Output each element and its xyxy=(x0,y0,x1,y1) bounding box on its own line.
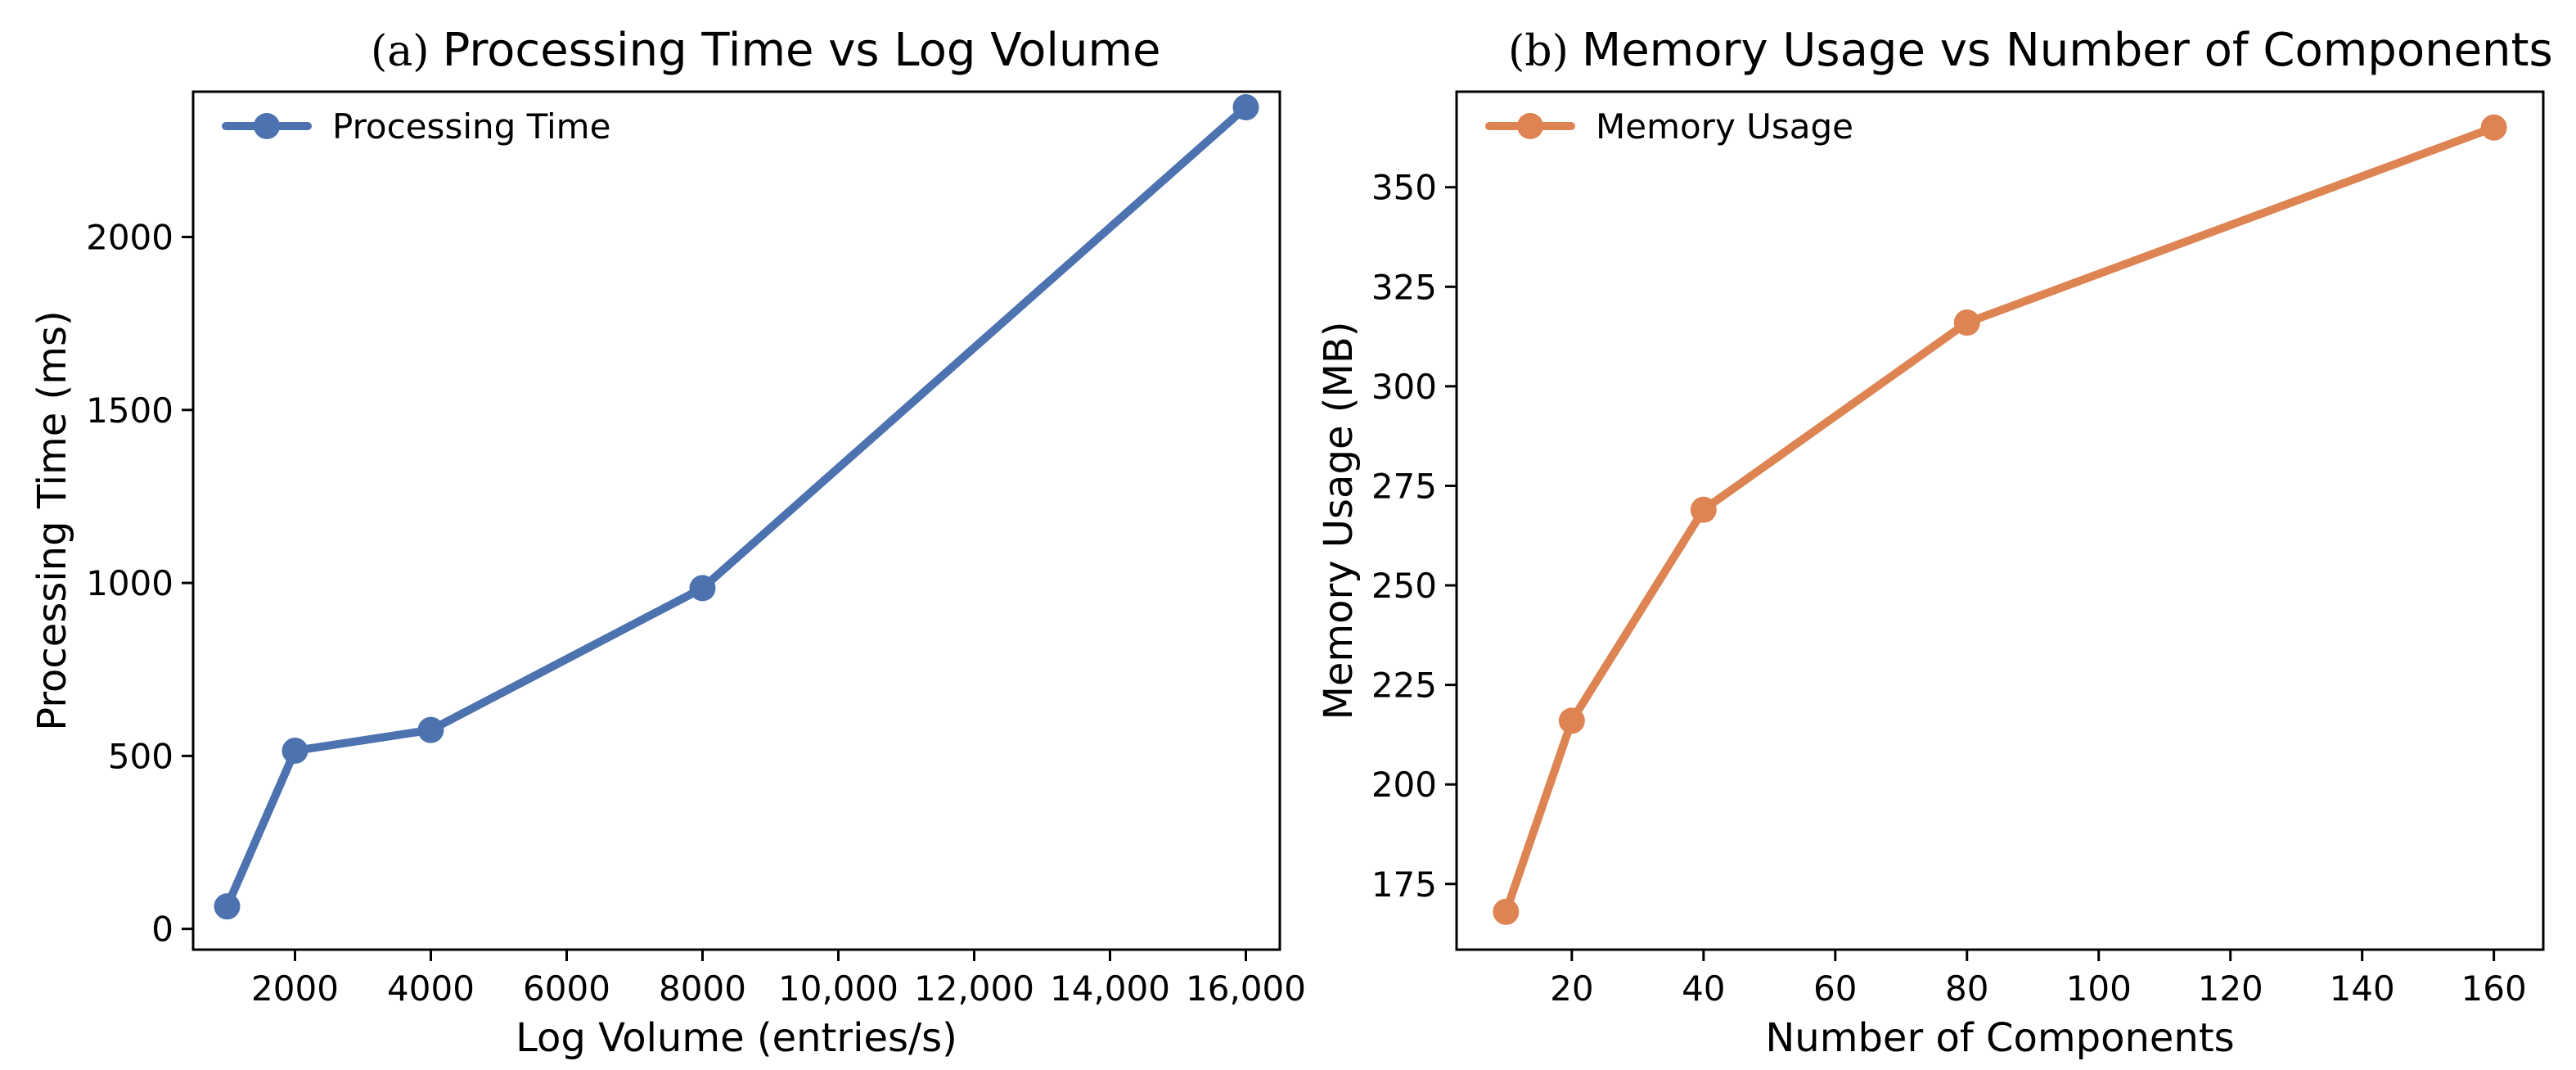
y-axis-label: Memory Usage (MB) xyxy=(1316,321,1362,720)
x-tick-label: 4000 xyxy=(387,968,475,1009)
data-point xyxy=(281,738,308,765)
title-text: Memory Usage vs Number of Components xyxy=(1582,24,2553,77)
x-tick-label: 80 xyxy=(1945,968,1988,1009)
title-text: Processing Time vs Log Volume xyxy=(443,24,1161,77)
panel-b: 20 40 60 80 100 120 140 160 175 200 225 250 275 300 32… xyxy=(1316,24,2553,1061)
x-tick-label: 8000 xyxy=(659,968,746,1009)
data-point xyxy=(1690,496,1717,523)
panel-letter: (b) xyxy=(1508,27,1569,76)
y-tick-label: 2000 xyxy=(86,217,173,257)
series-line xyxy=(223,103,1250,911)
chart-title: (a) Processing Time vs Log Volume xyxy=(371,24,1160,77)
panel-a: 2000 4000 6000 8000 10,000 12,000 14,000 16,000… xyxy=(29,24,1306,1061)
x-tick-label: 2000 xyxy=(251,968,339,1009)
y-tick-label: 225 xyxy=(1371,666,1437,706)
legend: Memory Usage xyxy=(1485,106,1853,147)
y-tick-label: 325 xyxy=(1371,267,1437,307)
chart-title: (b) Memory Usage vs Number of Components xyxy=(1508,24,2553,77)
data-point xyxy=(1493,898,1520,925)
x-tick-label: 100 xyxy=(2066,968,2132,1009)
data-point xyxy=(1953,309,1980,336)
panel-letter: (a) xyxy=(371,27,430,76)
x-axis-label: Log Volume (entries/s) xyxy=(516,1015,957,1061)
legend-label: Memory Usage xyxy=(1596,106,1853,147)
y-tick-label: 300 xyxy=(1371,367,1437,407)
plot-frame xyxy=(1455,90,2545,951)
x-tick-label: 40 xyxy=(1682,968,1725,1009)
x-axis-label: Number of Components xyxy=(1765,1015,2234,1061)
y-tick-label: 250 xyxy=(1371,566,1437,606)
y-tick-label: 0 xyxy=(151,910,173,950)
legend-marker xyxy=(1517,113,1543,139)
data-point xyxy=(2480,114,2507,141)
x-tick-label: 120 xyxy=(2198,968,2263,1009)
x-tick-label: 16,000 xyxy=(1186,968,1306,1009)
x-tick-label: 12,000 xyxy=(914,968,1034,1009)
legend-label: Processing Time xyxy=(332,106,610,147)
y-tick-label: 175 xyxy=(1371,865,1437,905)
series-line xyxy=(1502,123,2498,916)
x-tick-label: 140 xyxy=(2330,968,2395,1009)
x-tick-label: 60 xyxy=(1813,968,1857,1009)
legend-marker xyxy=(254,113,280,139)
plot-frame xyxy=(191,90,1281,951)
y-tick-label: 275 xyxy=(1371,466,1437,506)
legend: Processing Time xyxy=(222,106,610,147)
y-tick-label: 1000 xyxy=(86,563,173,603)
x-tick-label: 10,000 xyxy=(778,968,898,1009)
data-point xyxy=(689,575,716,602)
y-tick-label: 500 xyxy=(108,736,173,776)
x-tick-label: 14,000 xyxy=(1050,968,1170,1009)
data-point xyxy=(214,893,241,920)
y-tick-label: 350 xyxy=(1371,168,1437,208)
y-tick-label: 1500 xyxy=(86,391,173,431)
y-axis-label: Processing Time (ms) xyxy=(29,310,75,731)
data-point xyxy=(1558,707,1585,734)
y-tick-label: 200 xyxy=(1371,765,1437,805)
x-tick-label: 20 xyxy=(1550,968,1593,1009)
x-tick-label: 160 xyxy=(2461,968,2527,1009)
data-point xyxy=(1232,94,1259,121)
x-tick-label: 6000 xyxy=(523,968,610,1009)
data-point xyxy=(417,716,444,743)
